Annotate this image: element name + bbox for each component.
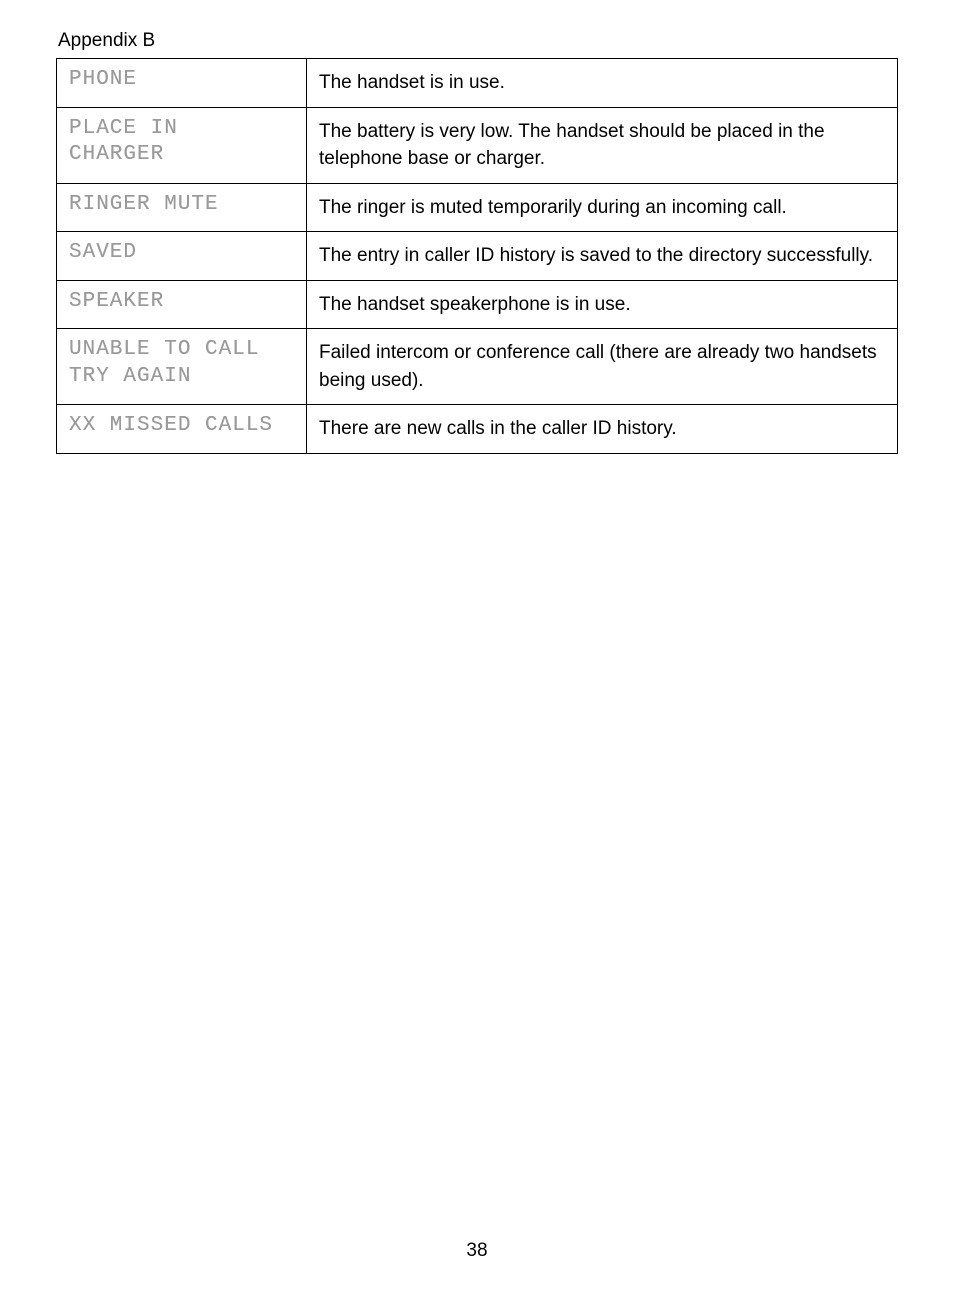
document-page: Appendix B PHONE The handset is in use. … <box>0 0 954 1296</box>
description-cell: The handset speakerphone is in use. <box>307 280 898 329</box>
description-cell: The battery is very low. The handset sho… <box>307 107 898 183</box>
display-message-cell: UNABLE TO CALL TRY AGAIN <box>57 329 307 405</box>
description-cell: The handset is in use. <box>307 59 898 108</box>
description-cell: The ringer is muted temporarily during a… <box>307 183 898 232</box>
display-message-cell: XX MISSED CALLS <box>57 405 307 454</box>
description-cell: The entry in caller ID history is saved … <box>307 232 898 281</box>
table-row: PHONE The handset is in use. <box>57 59 898 108</box>
table-row: XX MISSED CALLS There are new calls in t… <box>57 405 898 454</box>
messages-table: PHONE The handset is in use. PLACE IN CH… <box>56 58 898 454</box>
page-number: 38 <box>0 1240 954 1262</box>
display-message-cell: RINGER MUTE <box>57 183 307 232</box>
display-message-cell: PHONE <box>57 59 307 108</box>
description-cell: Failed intercom or conference call (ther… <box>307 329 898 405</box>
display-message-cell: PLACE IN CHARGER <box>57 107 307 183</box>
description-cell: There are new calls in the caller ID his… <box>307 405 898 454</box>
display-message-cell: SPEAKER <box>57 280 307 329</box>
table-row: SPEAKER The handset speakerphone is in u… <box>57 280 898 329</box>
table-row: SAVED The entry in caller ID history is … <box>57 232 898 281</box>
display-message-cell: SAVED <box>57 232 307 281</box>
table-row: RINGER MUTE The ringer is muted temporar… <box>57 183 898 232</box>
table-row: PLACE IN CHARGER The battery is very low… <box>57 107 898 183</box>
page-title: Appendix B <box>58 30 898 52</box>
table-row: UNABLE TO CALL TRY AGAIN Failed intercom… <box>57 329 898 405</box>
